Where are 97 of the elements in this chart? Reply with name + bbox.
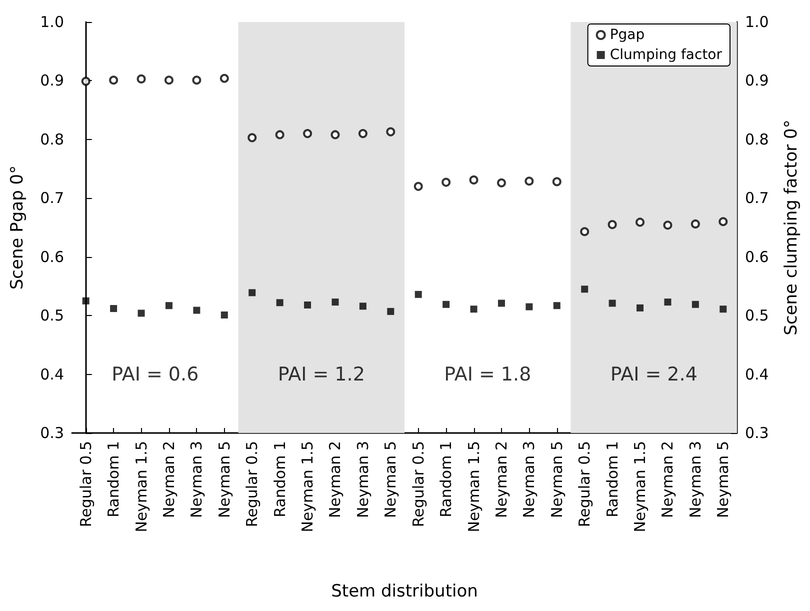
x-tick-label: Neyman 3 — [354, 441, 372, 518]
x-tick-label: Random 1 — [270, 441, 289, 518]
x-tick-label: Neyman 2 — [160, 441, 178, 518]
x-tick-label: Random 1 — [437, 441, 456, 518]
point — [303, 129, 312, 138]
point — [608, 300, 616, 307]
point — [138, 310, 145, 317]
y-tick-label: 0.7 — [40, 189, 64, 208]
annotation: PAI = 1.2 — [278, 363, 365, 386]
annotation: PAI = 0.6 — [112, 363, 199, 386]
legend-label: Pgap — [610, 27, 645, 43]
point — [304, 302, 312, 309]
y-tick-label: 0.9 — [40, 72, 64, 90]
point — [470, 306, 478, 313]
point — [526, 303, 533, 310]
x-tick-label: Neyman 2 — [658, 441, 677, 518]
x-tick-label: Neyman 5 — [382, 441, 400, 518]
x-axis-title: Stem distribution — [331, 582, 478, 602]
point — [581, 286, 588, 293]
point — [359, 302, 366, 310]
point — [109, 76, 118, 85]
annotation: PAI = 1.8 — [444, 363, 532, 386]
point — [718, 217, 728, 226]
point — [387, 308, 394, 315]
point — [442, 300, 450, 308]
point — [220, 74, 229, 83]
y-axis-title: Scene Pgap 0° — [8, 165, 28, 290]
x-tick-label: Regular 0.5 — [576, 441, 594, 528]
y2-tick-label: 0.6 — [745, 248, 769, 266]
x-tick-label: Regular 0.5 — [76, 441, 95, 528]
y2-tick-label: 0.7 — [745, 189, 769, 208]
x-tick-label: Neyman 1.5 — [631, 441, 650, 532]
point — [552, 177, 562, 186]
y-tick-label: 1.0 — [40, 13, 64, 31]
y2-tick-label: 0.3 — [745, 424, 769, 442]
point — [165, 302, 172, 310]
legend-label: Clumping factor — [610, 47, 722, 63]
point — [220, 311, 228, 318]
point — [81, 76, 90, 86]
annotation: PAI = 2.4 — [610, 363, 698, 386]
point — [193, 306, 200, 314]
x-tick-label: Regular 0.5 — [409, 441, 428, 528]
y2-tick-label: 0.9 — [745, 72, 769, 90]
x-tick-label: Regular 0.5 — [243, 441, 262, 528]
point — [110, 305, 118, 312]
point — [664, 298, 672, 306]
x-tick-label: Neyman 2 — [492, 441, 510, 518]
point — [248, 133, 257, 142]
point — [663, 220, 672, 230]
x-tick-label: Neyman 1.5 — [132, 441, 150, 532]
point — [690, 219, 700, 228]
y-tick-label: 0.6 — [40, 248, 64, 266]
point — [496, 178, 506, 188]
point — [414, 182, 423, 191]
point — [498, 300, 505, 307]
x-tick-label: Neyman 2 — [326, 441, 344, 518]
y2-tick-label: 1.0 — [745, 13, 769, 31]
x-tick-label: Neyman 3 — [188, 441, 206, 518]
y2-tick-label: 0.4 — [745, 365, 769, 384]
point — [720, 306, 727, 313]
point — [580, 227, 590, 236]
point — [469, 175, 478, 184]
x-tick-label: Neyman 5 — [215, 441, 234, 518]
point — [275, 130, 284, 140]
point — [692, 300, 699, 308]
point — [164, 76, 174, 85]
x-tick-label: Neyman 5 — [714, 441, 732, 518]
point — [192, 76, 202, 85]
point — [524, 176, 534, 186]
y2-tick-label: 0.5 — [745, 306, 769, 325]
x-tick-label: Neyman 1.5 — [298, 441, 317, 532]
x-tick-label: Neyman 1.5 — [464, 441, 483, 532]
point — [276, 299, 284, 306]
y-tick-label: 0.8 — [40, 130, 64, 148]
point — [386, 127, 396, 136]
y2-axis-title: Scene clumping factor 0° — [782, 120, 802, 336]
point — [442, 178, 451, 187]
x-tick-label: Random 1 — [104, 441, 123, 518]
y-tick-label: 0.5 — [40, 306, 64, 325]
point — [358, 129, 368, 138]
point — [553, 302, 560, 310]
point — [136, 74, 146, 84]
point — [332, 298, 339, 306]
point — [330, 130, 340, 140]
point — [636, 304, 644, 312]
x-tick-label: Neyman 3 — [686, 441, 704, 518]
point — [82, 297, 90, 304]
point — [608, 220, 617, 230]
point — [414, 290, 422, 298]
point — [636, 218, 645, 227]
x-tick-label: Random 1 — [603, 441, 622, 518]
y-tick-label: 0.3 — [40, 424, 64, 442]
point — [248, 289, 256, 296]
x-tick-label: Neyman 3 — [520, 441, 538, 518]
y-tick-label: 0.4 — [40, 365, 64, 384]
y2-tick-label: 0.8 — [745, 130, 769, 148]
x-tick-label: Neyman 5 — [548, 441, 566, 518]
